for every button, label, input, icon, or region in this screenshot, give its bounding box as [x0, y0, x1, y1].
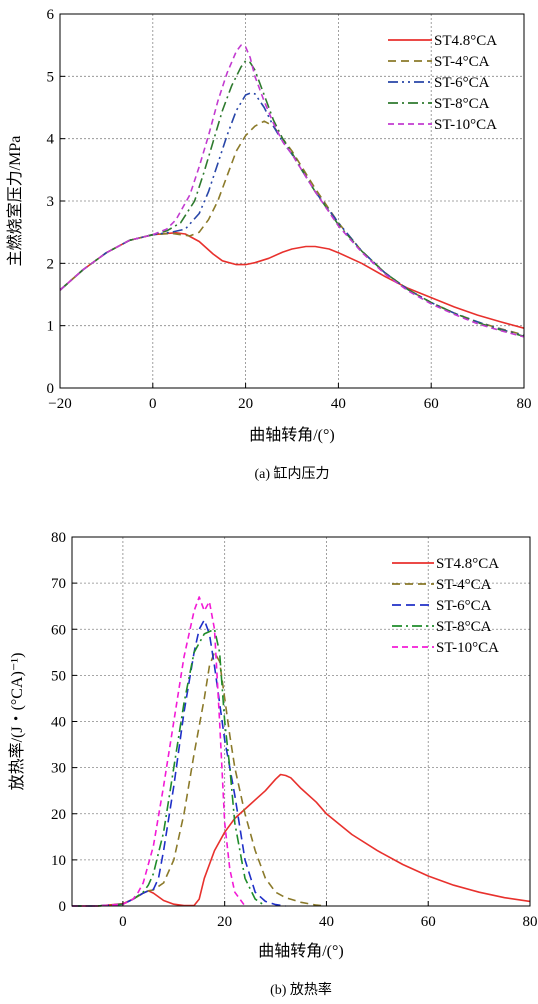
x-tick-label: 0	[119, 914, 127, 930]
y-tick-label: 6	[47, 7, 55, 23]
chart-b-y-axis-label: 放热率/(J・(°CA)⁻¹)	[8, 653, 26, 791]
x-tick-label: −20	[48, 396, 71, 412]
series-line	[72, 651, 327, 907]
legend-label: ST-10°CA	[434, 117, 497, 133]
series-line	[72, 619, 286, 907]
y-tick-label: 40	[51, 715, 66, 731]
series-line	[72, 773, 531, 907]
y-tick-label: 2	[47, 256, 55, 272]
x-tick-label: 20	[238, 396, 253, 412]
x-tick-label: 60	[421, 914, 436, 930]
chart-b-ticks: 0 20 40 60 80 0 10 20 30 40 50 60 70 80	[51, 530, 538, 930]
x-tick-label: 80	[523, 914, 538, 930]
y-tick-label: 1	[47, 319, 55, 335]
y-tick-label: 4	[47, 132, 55, 148]
x-tick-label: 40	[331, 396, 346, 412]
x-tick-label: 80	[517, 396, 532, 412]
chart-a-caption: (a) 缸内压力	[254, 465, 329, 482]
y-tick-label: 3	[47, 194, 55, 210]
chart-b-legend: ST4.8°CA ST-4°CA ST-6°CA ST-8°CA ST-10°CA	[392, 556, 499, 656]
y-tick-label: 5	[47, 69, 55, 85]
series-line	[72, 596, 246, 907]
x-tick-label: 40	[319, 914, 334, 930]
y-tick-label: 70	[51, 576, 66, 592]
x-tick-label: 0	[149, 396, 157, 412]
y-tick-label: 50	[51, 668, 66, 684]
series-line	[59, 44, 525, 338]
chart-a-x-axis-label: 曲轴转角/(°)	[249, 426, 335, 444]
legend-label: ST-6°CA	[436, 598, 492, 614]
legend-label: ST-10°CA	[436, 640, 499, 656]
legend-label: ST-4°CA	[434, 54, 490, 70]
chart-b-heat-release-rate: 0 20 40 60 80 0 10 20 30 40 50 60 70 80 ST4.8°CA ST-4°…	[8, 530, 538, 998]
chart-b-caption: (b) 放热率	[270, 981, 332, 998]
y-tick-label: 10	[51, 853, 66, 869]
chart-b-lines	[72, 596, 531, 907]
x-tick-label: 60	[424, 396, 439, 412]
x-tick-label: 20	[217, 914, 232, 930]
legend-label: ST-8°CA	[434, 96, 490, 112]
chart-a-legend: ST4.8°CA ST-4°CA ST-6°CA ST-8°CA ST-10°CA	[388, 33, 497, 133]
chart-b-x-axis-label: 曲轴转角/(°)	[258, 942, 344, 960]
legend-label: ST-6°CA	[434, 75, 490, 91]
legend-label: ST4.8°CA	[436, 556, 499, 572]
y-tick-label: 0	[59, 899, 67, 915]
y-tick-label: 20	[51, 807, 66, 823]
legend-label: ST-8°CA	[436, 619, 492, 635]
y-tick-label: 80	[51, 530, 66, 546]
y-tick-label: 60	[51, 622, 66, 638]
legend-label: ST4.8°CA	[434, 33, 497, 49]
chart-a-grid	[60, 14, 524, 388]
chart-a-lines	[59, 44, 525, 338]
y-tick-label: 0	[47, 381, 55, 397]
legend-label: ST-4°CA	[436, 577, 492, 593]
y-tick-label: 30	[51, 761, 66, 777]
chart-a-y-axis-label: 主燃烧室压力/MPa	[6, 136, 24, 267]
chart-b-grid	[72, 537, 530, 906]
series-line	[59, 92, 525, 337]
